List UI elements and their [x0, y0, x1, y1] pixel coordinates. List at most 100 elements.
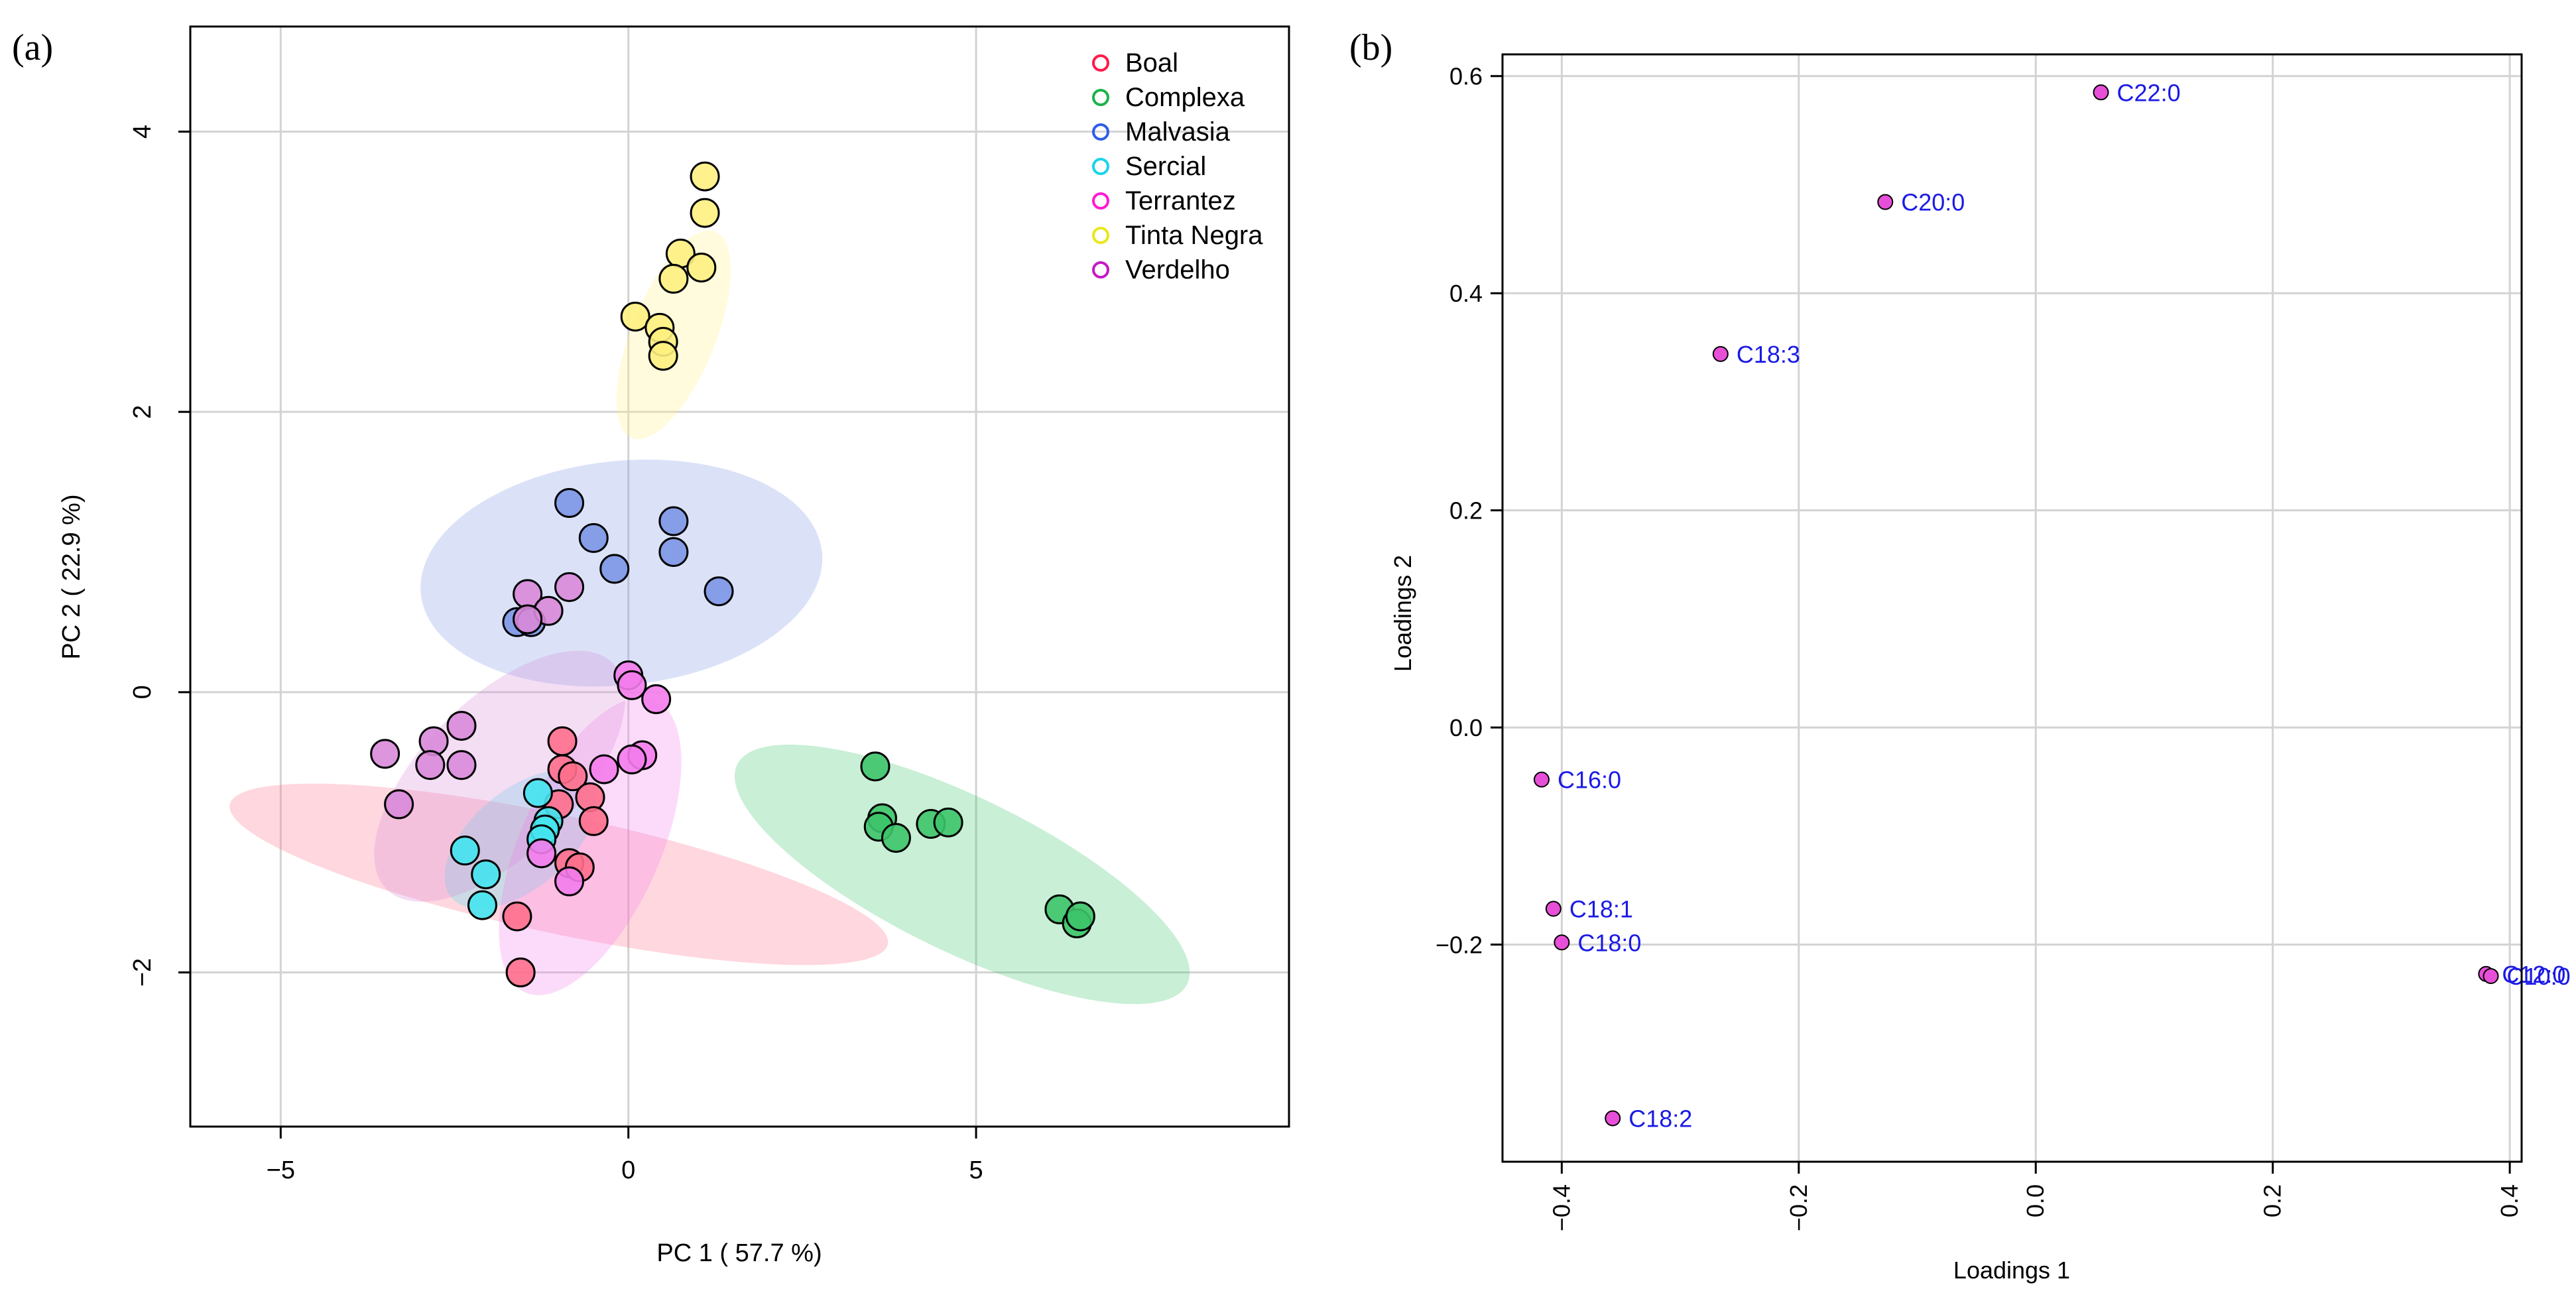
point-verdelho — [554, 572, 585, 602]
panel-b-y-axis-title: Loadings 2 — [1389, 555, 1416, 672]
point-complexa — [860, 751, 890, 782]
legend-marker-terrantez — [1092, 192, 1109, 210]
panel-b-y-tick-label: 0.6 — [1449, 63, 1483, 90]
panel-a-y-axis-title: PC 2 ( 22.9 %) — [58, 494, 86, 659]
panel-b-plot-frame — [1501, 53, 2523, 1163]
loading-label-c18-3: C18:3 — [1737, 341, 1800, 368]
loading-label-c20-0: C20:0 — [1901, 189, 1965, 216]
panel-b-y-tick-label: 0.2 — [1449, 497, 1483, 525]
point-malvasia — [578, 523, 609, 553]
point-verdelho — [513, 604, 543, 635]
legend-marker-verdelho — [1092, 261, 1109, 278]
loading-point-c10-0 — [2483, 968, 2499, 985]
loading-label-c10-0: C10:0 — [2507, 963, 2571, 990]
panel-a-plot-frame — [189, 25, 1290, 1128]
point-malvasia — [704, 576, 734, 607]
point-verdelho — [446, 750, 477, 780]
panel-b-x-tick-label: −0.2 — [1785, 1184, 1812, 1231]
point-boal — [502, 901, 532, 932]
loading-point-c20-0 — [1877, 194, 1894, 210]
panel-b-loadings: (b) C22:0 C20:0 C18:3 C16:0 C18:1 C18:0 C18:2 C… — [1349, 27, 2571, 1284]
legend-label-terrantez: Terrantez — [1125, 186, 1236, 216]
panel-a-y-tick-label: 2 — [129, 405, 156, 419]
panel-b-x-axis-title: Loadings 1 — [1953, 1257, 2070, 1284]
point-complexa — [881, 823, 911, 853]
panel-b-x-tick-label: −0.4 — [1548, 1184, 1575, 1231]
point-terrantez — [641, 684, 672, 714]
point-sercial — [450, 835, 480, 866]
loading-label-c18-2: C18:2 — [1628, 1105, 1692, 1133]
point-boal — [578, 806, 609, 836]
point-tinta-negra — [620, 301, 650, 332]
point-tinta-negra — [648, 341, 678, 371]
panel-a-y-tick-label: 4 — [129, 125, 156, 139]
legend-label-tinta-negra: Tinta Negra — [1125, 221, 1263, 250]
panel-b-x-tick-label: 0.2 — [2259, 1184, 2286, 1217]
point-tinta-negra — [690, 161, 720, 192]
point-boal — [505, 957, 536, 988]
point-tinta-negra — [658, 263, 689, 294]
panel-b-x-tick-label: 0.0 — [2022, 1184, 2049, 1217]
point-malvasia — [658, 506, 689, 536]
loading-point-c16-0 — [1533, 771, 1550, 788]
legend-marker-sercial — [1092, 158, 1109, 175]
point-sercial — [467, 890, 497, 920]
legend-marker-boal — [1092, 54, 1109, 72]
panel-b-y-axis: −0.2 0.0 0.2 0.4 0.6 — [1436, 63, 1503, 959]
point-complexa — [933, 807, 963, 837]
point-tinta-negra — [690, 198, 720, 228]
point-sercial — [522, 778, 553, 808]
legend-label-boal: Boal — [1125, 48, 1178, 78]
loading-label-c18-1: C18:1 — [1569, 896, 1633, 923]
point-terrantez — [554, 866, 585, 896]
loading-point-c18-2 — [1605, 1110, 1621, 1127]
panel-a-y-tick-label: 0 — [129, 685, 156, 699]
legend-marker-tinta-negra — [1092, 227, 1109, 244]
panel-a-pca-scores: (a) −5 0 5 −2 0 2 4 PC 1 ( 57.7 %) PC 2 ( 22.… — [12, 25, 1290, 1267]
loading-point-c18-3 — [1712, 345, 1729, 362]
panel-a-x-tick-label: −5 — [267, 1156, 295, 1184]
panel-a-legend: Boal Complexa Malvasia Sercial Terrantez Tint… — [1092, 48, 1263, 284]
point-terrantez — [526, 838, 557, 869]
panel-a-y-axis: −2 0 2 4 — [129, 125, 190, 987]
panel-a-grid — [190, 27, 1289, 1127]
point-terrantez — [617, 670, 647, 700]
panel-b-y-tick-label: −0.2 — [1436, 932, 1483, 959]
point-terrantez — [617, 744, 647, 774]
panel-b-grid — [1503, 54, 2522, 1162]
legend-marker-complexa — [1092, 89, 1109, 106]
legend-label-malvasia: Malvasia — [1125, 117, 1231, 147]
point-verdelho — [446, 711, 477, 741]
loading-point-c18-1 — [1545, 900, 1562, 917]
point-malvasia — [554, 488, 585, 519]
panel-a-x-tick-label: 5 — [969, 1156, 983, 1184]
point-verdelho — [370, 739, 400, 769]
loading-label-c16-0: C16:0 — [1558, 767, 1621, 794]
ellipse-verdelho — [374, 650, 626, 902]
panel-a-x-tick-label: 0 — [621, 1156, 635, 1184]
panel-b-x-tick-label: 0.4 — [2496, 1184, 2523, 1217]
point-malvasia — [658, 537, 689, 568]
panel-b-label: (b) — [1349, 27, 1392, 68]
point-tinta-negra — [686, 253, 717, 283]
panel-b-y-tick-label: 0.4 — [1449, 280, 1483, 307]
point-boal — [558, 761, 588, 792]
legend-label-sercial: Sercial — [1125, 152, 1206, 181]
point-verdelho — [384, 789, 414, 820]
panel-b-x-axis: −0.4 −0.2 0.0 0.2 0.4 — [1548, 1162, 2523, 1231]
point-terrantez — [589, 754, 619, 784]
loading-point-c22-0 — [2093, 84, 2109, 101]
ellipse-complexa — [734, 744, 1190, 1005]
loading-label-c22-0: C22:0 — [2117, 79, 2181, 106]
point-sercial — [471, 859, 501, 890]
point-boal — [547, 726, 578, 757]
loading-point-c18-0 — [1554, 934, 1570, 951]
point-malvasia — [599, 554, 630, 584]
panel-a-y-tick-label: −2 — [129, 958, 156, 987]
point-complexa — [1065, 901, 1095, 932]
panel-b-y-tick-label: 0.0 — [1449, 714, 1483, 741]
legend-label-verdelho: Verdelho — [1125, 255, 1230, 284]
legend-marker-malvasia — [1092, 123, 1109, 141]
loading-label-c18-0: C18:0 — [1577, 929, 1641, 956]
